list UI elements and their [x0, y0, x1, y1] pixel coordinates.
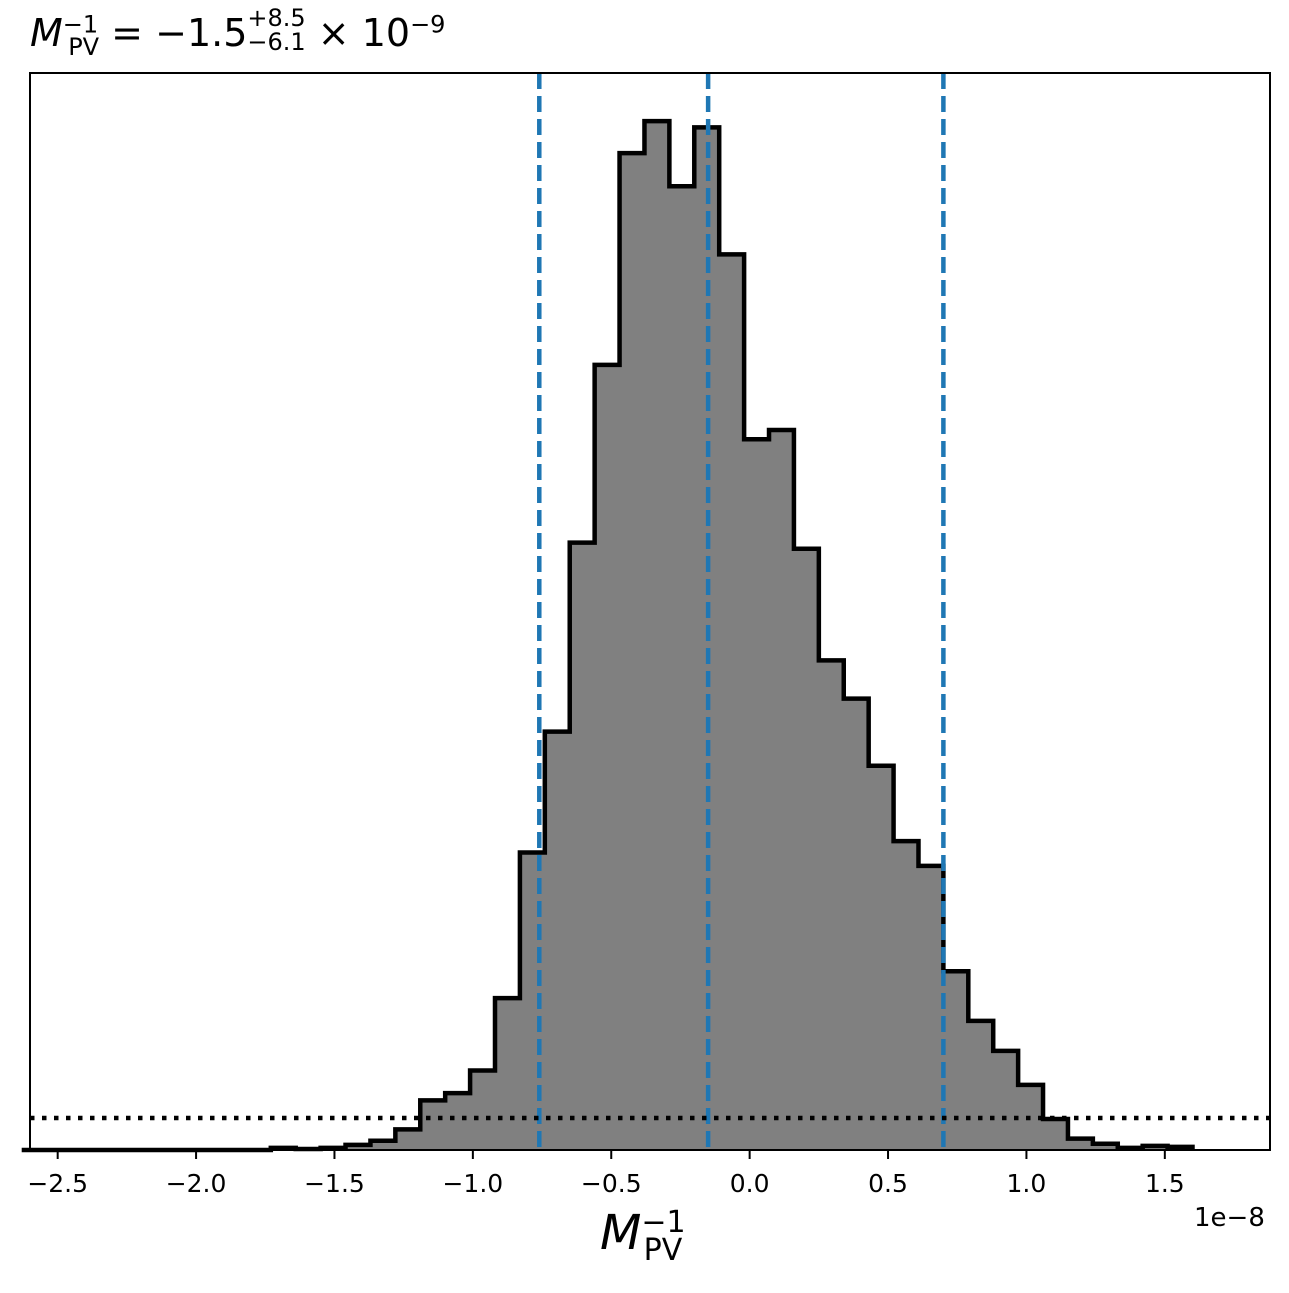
plot-frame	[29, 72, 1271, 1151]
quantile-lines	[537, 73, 946, 1150]
x-tick-label: 1.0	[1007, 1169, 1047, 1198]
x-tick-label: −1.0	[442, 1169, 503, 1198]
x-tick-label: −2.5	[27, 1169, 88, 1198]
x-tick-label: −1.5	[304, 1169, 365, 1198]
axis-offset-text: 1e−8	[1194, 1203, 1265, 1233]
chart-title: M−1PV = −1.5 +8.5 −6.1 × 10−9	[30, 4, 446, 61]
x-tick-label: −0.5	[581, 1169, 642, 1198]
histogram-fill	[21, 121, 1193, 1151]
x-tick-label: 0.0	[730, 1169, 770, 1198]
x-tick-label: 1.5	[1145, 1169, 1185, 1198]
x-axis-ticks: −2.5 −2.0 −1.5 −1.0 −0.5 0.0 0.5 1.0 1.5	[27, 1150, 1185, 1198]
x-tick-label: −2.0	[166, 1169, 227, 1198]
histogram-step-outline	[21, 118, 1195, 1153]
title-error-bounds: +8.5 −6.1	[247, 4, 306, 56]
x-tick-label: 0.5	[868, 1169, 908, 1198]
histogram-bars	[21, 118, 1195, 1153]
x-axis-label: M−1PV	[600, 1205, 686, 1268]
